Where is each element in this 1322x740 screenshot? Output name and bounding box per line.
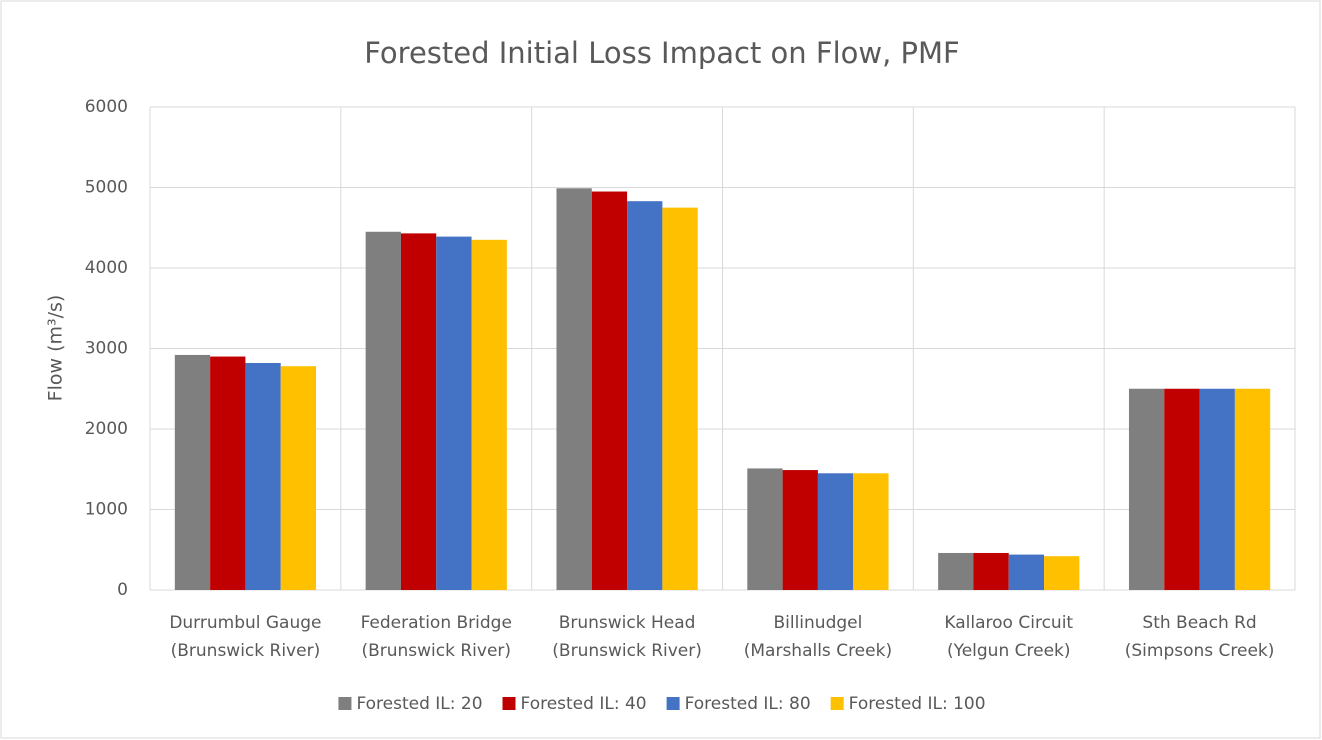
y-tick-label: 2000 [85, 419, 128, 439]
bar [591, 191, 628, 590]
bar [662, 207, 698, 590]
y-tick-label: 6000 [85, 97, 128, 117]
x-tick-label: Kallaroo Circuit [944, 613, 1073, 633]
bar [817, 473, 854, 590]
y-tick-label: 3000 [85, 339, 128, 359]
bar [174, 354, 211, 590]
legend-label: Forested IL: 40 [521, 694, 647, 714]
x-tick-label: Durrumbul Gauge [169, 613, 321, 633]
bar [436, 236, 472, 591]
bar [471, 239, 507, 590]
x-tick-label: (Marshalls Creek) [744, 641, 892, 661]
bar [1044, 556, 1080, 590]
legend-label: Forested IL: 80 [685, 694, 811, 714]
x-tick-label: (Brunswick River) [171, 641, 321, 661]
bar [1128, 388, 1165, 590]
bar [627, 201, 663, 590]
bar [782, 470, 818, 590]
bar [365, 231, 401, 590]
x-tick-label: (Brunswick River) [552, 641, 702, 661]
chart-title: Forested Initial Loss Impact on Flow, PM… [364, 36, 959, 70]
y-tick-label: 4000 [85, 258, 128, 278]
legend-label: Forested IL: 100 [849, 694, 986, 714]
bar [938, 552, 974, 590]
bar [1008, 554, 1045, 590]
y-tick-label: 0 [117, 580, 128, 600]
bar [1234, 388, 1271, 590]
bar [973, 552, 1009, 590]
legend-swatch [502, 697, 516, 710]
bar [853, 473, 889, 590]
bar [280, 366, 317, 590]
x-tick-label: (Brunswick River) [361, 641, 511, 661]
bar [1199, 388, 1235, 590]
y-axis-label: Flow (m³/s) [45, 295, 67, 402]
x-tick-label: (Simpsons Creek) [1125, 641, 1275, 661]
x-tick-label: Brunswick Head [559, 613, 696, 633]
y-tick-label: 1000 [85, 500, 128, 520]
bar [210, 356, 246, 590]
x-tick-label: Sth Beach Rd [1142, 613, 1256, 633]
bar [747, 468, 783, 590]
legend-swatch [338, 697, 352, 710]
bar [1164, 388, 1200, 590]
x-tick-label: Billinudgel [773, 613, 862, 633]
legend-swatch [830, 697, 844, 710]
legend-label: Forested IL: 20 [356, 694, 482, 714]
bar [400, 233, 437, 590]
y-tick-label: 5000 [85, 178, 128, 198]
x-tick-label: (Yelgun Creek) [947, 641, 1071, 661]
x-tick-label: Federation Bridge [361, 613, 512, 633]
legend-swatch [666, 697, 680, 710]
bar [245, 362, 281, 590]
bar [556, 188, 592, 590]
